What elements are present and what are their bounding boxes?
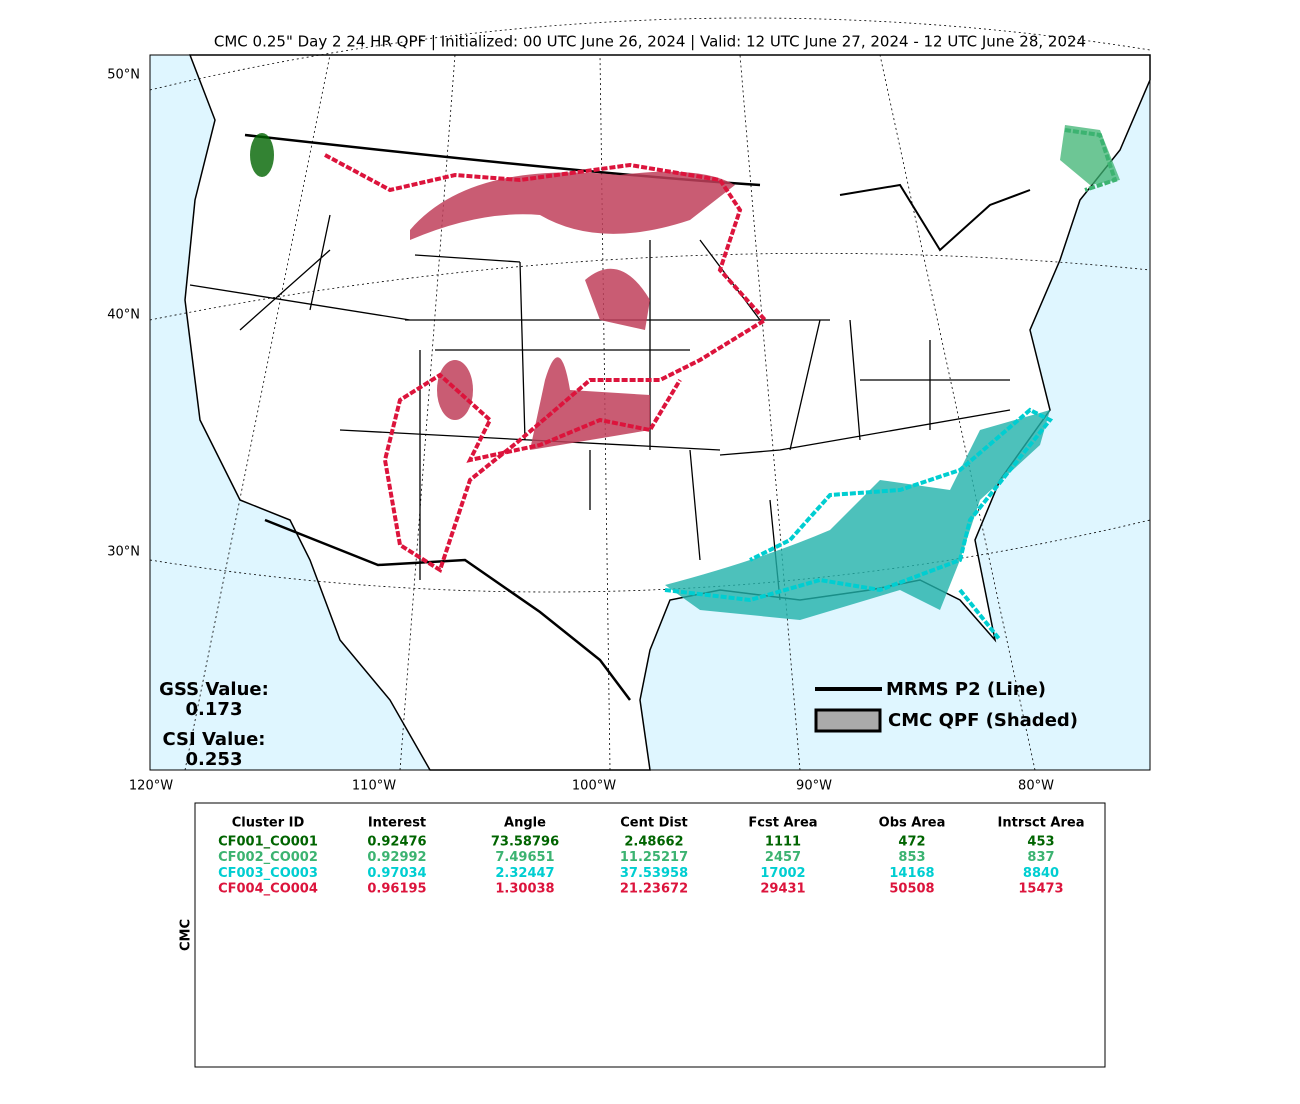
column-header: Interest [368,816,426,831]
table-cell: CF004_CO004 [218,882,318,897]
table-cell: 472 [898,835,925,850]
table-cell: 8840 [1023,866,1059,881]
column-header: Intrsct Area [998,816,1085,831]
table-cell: 837 [1027,850,1054,865]
column-header: Cent Dist [620,816,688,831]
lat-label: 30°N [107,545,140,560]
column-header: Fcst Area [748,816,817,831]
score-value: 0.253 [186,749,243,770]
lat-label: 50°N [107,68,140,83]
table-cell: 1111 [765,835,801,850]
title: CMC 0.25" Day 2 24 HR QPF | Initialized:… [214,33,1086,51]
table-cell: 73.58796 [491,835,559,850]
table-cell: 21.23672 [620,882,688,897]
table-cell: 1.30038 [495,882,554,897]
row-label: CMC [179,919,194,951]
obs-lines [324,128,1118,642]
table-cell: 2.32447 [495,866,554,881]
table-cell: 0.92992 [367,850,426,865]
legend: MRMS P2 (Line) CMC QPF (Shaded) [814,679,1078,733]
map-frame [149,54,1151,771]
table-frame [194,802,1106,1068]
table-cell: CF001_CO001 [218,835,318,850]
legend-swatch [814,708,882,733]
table-cell: 11.25217 [620,850,688,865]
score-value: 0.173 [186,699,243,720]
score-label: CSI Value: [163,729,266,750]
column-header: Angle [504,816,546,831]
table-cell: 37.53958 [620,866,688,881]
legend-label: CMC QPF (Shaded) [888,710,1078,731]
column-header: Obs Area [879,816,946,831]
lon-label: 80°W [1018,779,1054,794]
legend-label: MRMS P2 (Line) [886,679,1046,700]
map: MRMS P2 (Line) CMC QPF (Shaded) [149,17,1151,771]
table-cell: 0.96195 [367,882,426,897]
lon-label: 100°W [572,779,616,794]
table-cell: 14168 [889,866,934,881]
table-cell: 7.49651 [495,850,554,865]
lat-label: 40°N [107,308,140,323]
table-cell: CF002_CO002 [218,850,318,865]
score-label: GSS Value: [159,679,269,700]
table-cell: 2.48662 [624,835,683,850]
table-cell: 853 [898,850,925,865]
precip-areas [250,125,1120,620]
table-cell: 453 [1027,835,1054,850]
table-cell: CF003_CO003 [218,866,318,881]
column-header: Cluster ID [232,816,305,831]
table-cell: 0.92476 [367,835,426,850]
table-cell: 2457 [765,850,801,865]
table-cell: 15473 [1018,882,1063,897]
table-cell: 50508 [889,882,934,897]
lon-label: 120°W [129,779,173,794]
table-cell: 17002 [760,866,805,881]
lon-label: 90°W [796,779,832,794]
table-cell: 29431 [760,882,805,897]
table-cell: 0.97034 [367,866,426,881]
graticule [149,17,1151,771]
lon-label: 110°W [352,779,396,794]
